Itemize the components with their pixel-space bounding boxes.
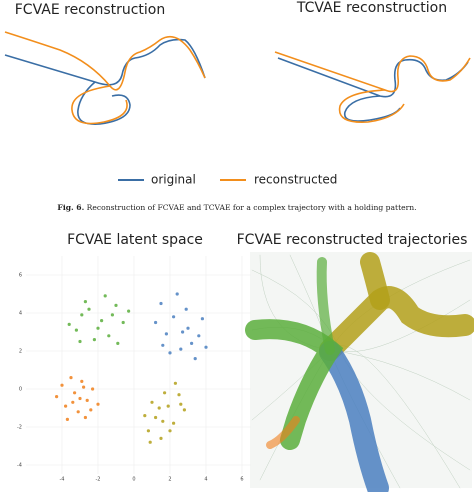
point — [91, 387, 95, 391]
point — [184, 307, 188, 311]
y-tick-label: -4 — [17, 463, 22, 469]
point — [78, 396, 82, 401]
x-tick-label: 2 — [168, 477, 171, 483]
point — [73, 391, 77, 395]
point — [107, 334, 111, 338]
point — [78, 339, 82, 344]
point — [161, 419, 165, 423]
point — [92, 338, 96, 342]
point — [67, 322, 71, 326]
x-tick-label: 6 — [240, 477, 243, 483]
point — [172, 315, 176, 319]
point — [87, 307, 91, 311]
x-tick-label: -4 — [60, 477, 65, 483]
x-tick-label: 0 — [132, 477, 135, 483]
point — [65, 417, 69, 421]
trajectory-plot — [274, 51, 471, 123]
point — [173, 381, 177, 385]
point — [204, 345, 208, 349]
point — [168, 429, 172, 433]
point — [190, 341, 194, 345]
point — [71, 400, 75, 404]
point — [74, 328, 78, 332]
point — [166, 404, 170, 408]
point — [143, 414, 147, 418]
chart-title: FCVAE latent space — [67, 232, 203, 248]
point — [103, 294, 107, 298]
y-tick-label: 6 — [19, 273, 22, 279]
point — [100, 319, 104, 323]
panel-title: TCVAE reconstruction — [296, 0, 447, 16]
point — [121, 320, 125, 325]
point — [172, 421, 176, 425]
point — [116, 341, 120, 345]
point — [148, 440, 152, 444]
point — [157, 406, 161, 410]
trajectory-cloud — [245, 252, 474, 492]
point — [197, 334, 201, 338]
point — [110, 313, 114, 317]
legend-label: original — [151, 173, 196, 187]
point — [89, 408, 93, 412]
point — [168, 351, 172, 355]
point — [83, 300, 87, 304]
x-tick-label: 4 — [204, 477, 207, 483]
point — [64, 404, 68, 408]
point — [96, 326, 100, 330]
point — [80, 379, 84, 383]
point — [179, 402, 183, 406]
point — [76, 410, 80, 414]
point — [179, 347, 183, 351]
point — [55, 395, 59, 399]
panel-title: FCVAE reconstructed trajectories — [237, 232, 468, 248]
point — [186, 326, 190, 330]
point — [114, 303, 118, 307]
point — [182, 408, 186, 412]
y-tick-label: 2 — [19, 349, 22, 355]
point — [193, 357, 197, 361]
point — [60, 383, 64, 387]
legend-label: reconstructed — [254, 173, 337, 187]
point — [159, 436, 163, 440]
y-tick-label: 0 — [19, 387, 22, 393]
point — [161, 343, 165, 347]
point — [175, 292, 179, 296]
trajectory-plot — [4, 31, 206, 126]
point — [85, 398, 89, 402]
point — [154, 320, 158, 325]
scatter-plot: -4 -2 0 2 4 6 -4 -2 0 2 4 6 — [17, 256, 251, 483]
point — [177, 393, 181, 397]
point — [200, 317, 204, 321]
caption-text: Reconstruction of FCVAE and TCVAE for a … — [87, 203, 417, 212]
point — [80, 313, 84, 317]
y-tick-label: -2 — [17, 425, 22, 431]
point — [159, 301, 163, 306]
point — [83, 415, 87, 420]
point — [181, 330, 185, 334]
point — [150, 400, 154, 404]
caption-label: Fig. 6. — [57, 203, 84, 212]
panel-title: FCVAE reconstruction — [15, 2, 166, 18]
point — [146, 429, 150, 433]
x-tick-label: -2 — [96, 477, 101, 483]
point — [96, 402, 100, 406]
point — [164, 332, 168, 336]
point — [163, 391, 167, 395]
y-tick-label: 4 — [19, 311, 22, 317]
point — [127, 309, 131, 313]
point — [82, 385, 86, 389]
point — [69, 376, 73, 380]
caption: Fig. 6. Reconstruction of FCVAE and TCVA… — [57, 203, 416, 212]
point — [154, 415, 158, 420]
